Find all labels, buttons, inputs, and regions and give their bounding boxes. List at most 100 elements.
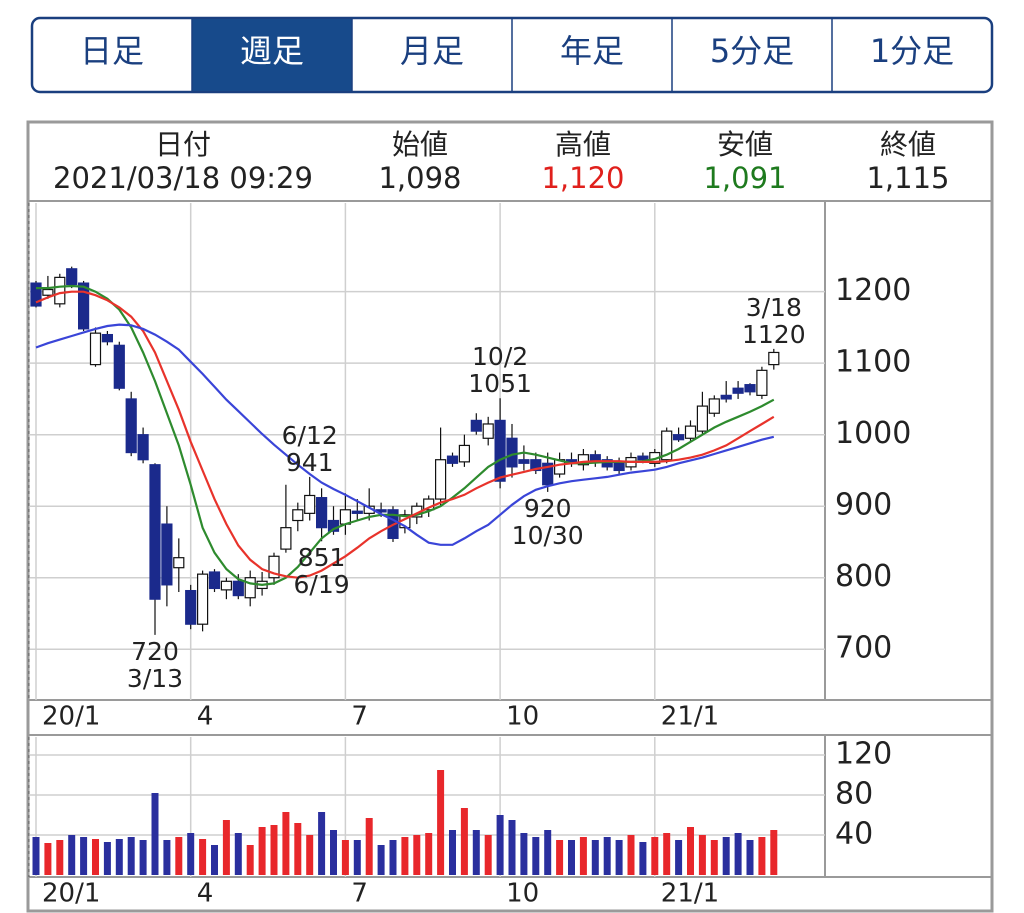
volume-bar: [627, 835, 635, 875]
volume-bar: [603, 837, 611, 875]
annotation-date: 10/2: [472, 342, 528, 371]
volume-bar: [675, 840, 683, 875]
x-tick-label: 21/1: [661, 879, 719, 909]
moving-average: [36, 284, 775, 587]
candle-body: [684, 425, 697, 439]
y-tick-label: 80: [835, 777, 873, 812]
candle-body: [351, 510, 363, 514]
y-tick-label: 1100: [835, 345, 911, 380]
quote-value: 1,091: [703, 161, 786, 195]
candle-body: [125, 398, 137, 454]
volume-bar: [318, 812, 326, 875]
candle-body: [149, 464, 161, 600]
volume-bar: [258, 827, 266, 875]
volume-bar: [282, 812, 290, 875]
quote-label: 日付: [155, 128, 211, 161]
volume-bar: [460, 808, 468, 875]
candle-body: [113, 344, 125, 389]
candle-body: [435, 459, 447, 500]
y-tick-label: 800: [835, 559, 892, 594]
x-tick-label: 7: [351, 702, 368, 732]
quote-value: 1,120: [541, 161, 624, 195]
volume-bar: [639, 842, 647, 875]
annotation-date: 10/30: [512, 521, 584, 550]
volume-bar: [532, 837, 540, 875]
volume-bar: [437, 770, 445, 875]
volume-bar: [770, 830, 778, 875]
volume-bar: [698, 835, 706, 875]
quote-label: 高値: [555, 128, 611, 161]
candle-body: [304, 494, 316, 514]
volume-bar: [591, 840, 599, 875]
volume-bar: [377, 845, 385, 875]
quote-label: 安値: [717, 128, 773, 161]
quote-label: 終値: [880, 128, 936, 161]
y-tick-label: 1200: [835, 273, 911, 308]
volume-bar: [615, 840, 623, 875]
volume-bar: [758, 837, 766, 875]
volume-bar: [484, 835, 492, 875]
volume-bar: [115, 839, 123, 875]
volume-bar: [722, 837, 730, 875]
x-tick-label: 20/1: [42, 879, 100, 909]
candle-body: [54, 276, 66, 305]
candle-body: [672, 434, 685, 441]
volume-bar: [32, 837, 40, 875]
volume-bar: [496, 815, 504, 875]
volume-bar: [56, 840, 64, 875]
candle-body: [101, 333, 114, 343]
candle-body: [732, 387, 744, 394]
candle-body: [77, 282, 90, 330]
x-tick-label: 20/1: [42, 702, 100, 732]
volume-bar: [401, 837, 409, 875]
y-tick-label: 900: [835, 488, 892, 523]
candle-body: [292, 509, 304, 522]
volume-bar: [389, 840, 397, 875]
x-tick-label: 21/1: [661, 702, 719, 732]
tab-label[interactable]: 5分足: [710, 32, 794, 70]
candle-body: [637, 455, 649, 461]
candle-body: [458, 444, 470, 463]
candle-body: [518, 459, 530, 464]
volume-bar: [151, 793, 159, 875]
candle-body: [137, 434, 149, 461]
volume-bar: [127, 837, 135, 875]
candle-body: [30, 282, 42, 307]
candle-body: [220, 580, 232, 591]
volume-bar: [579, 837, 587, 875]
volume-bar: [544, 830, 552, 875]
annotation-value: 1051: [468, 369, 532, 398]
candle-body: [185, 589, 197, 625]
candle-body: [268, 555, 280, 579]
tab-label[interactable]: 1分足: [870, 32, 954, 70]
annotation-date: 6/12: [282, 421, 338, 450]
volume-bar: [353, 840, 361, 875]
quote-value: 2021/03/18 09:29: [53, 161, 313, 195]
candle-body: [696, 405, 709, 432]
volume-bar: [568, 840, 575, 875]
volume-bar: [472, 830, 480, 875]
volume-bar: [663, 833, 671, 875]
candle-body: [708, 398, 720, 414]
x-tick-label: 10: [506, 702, 539, 732]
x-tick-label: 7: [351, 879, 368, 909]
annotation-value: 851: [298, 543, 346, 572]
tab-label[interactable]: 年足: [560, 32, 624, 70]
volume-bar: [234, 833, 242, 875]
volume-bar: [294, 823, 302, 875]
volume-bar: [139, 840, 147, 875]
tab-label[interactable]: 日足: [80, 32, 144, 70]
quote-label: 始値: [392, 128, 448, 161]
candle-body: [232, 580, 244, 597]
volume-bar: [306, 835, 314, 875]
annotation-date: 3/13: [127, 664, 183, 693]
candle-body: [577, 454, 590, 466]
volume-bar: [413, 835, 421, 875]
moving-average: [35, 323, 775, 546]
tab-label[interactable]: 週足: [240, 32, 304, 70]
tab-label[interactable]: 月足: [400, 32, 464, 70]
volume-bar: [246, 845, 254, 875]
volume-bar: [211, 845, 218, 875]
